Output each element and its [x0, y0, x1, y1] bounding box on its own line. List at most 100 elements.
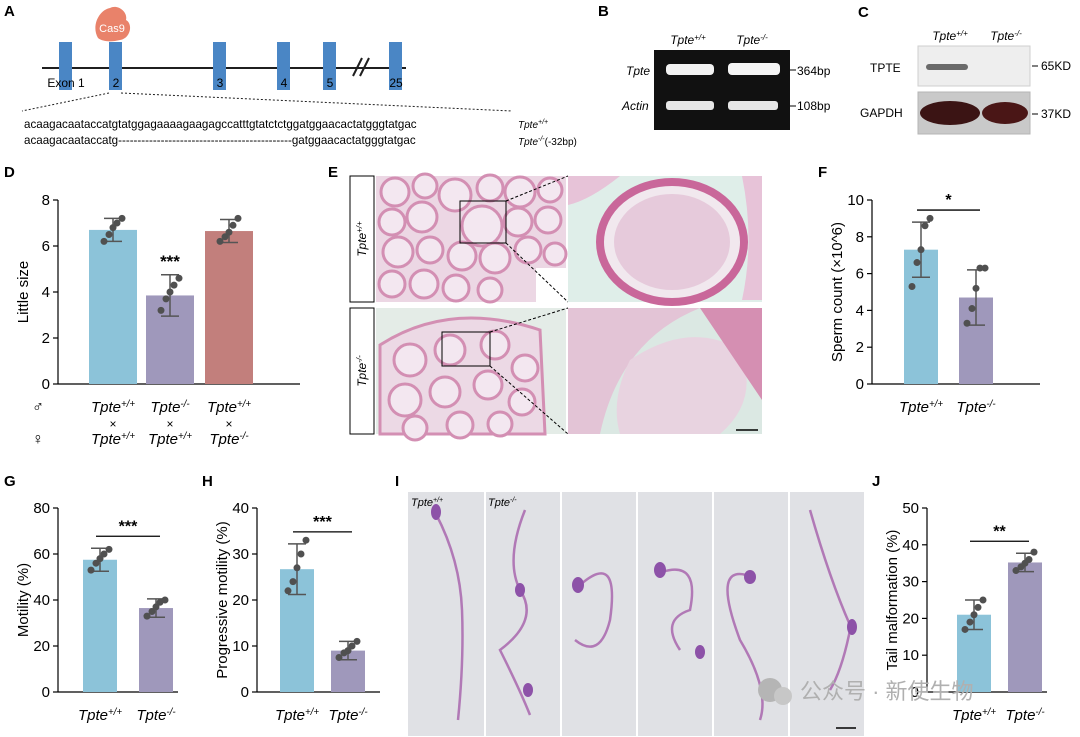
watermark: 公众号 · 新使生物: [758, 678, 974, 705]
data-point: [926, 214, 934, 222]
data-point: [972, 284, 980, 292]
data-point: [100, 550, 108, 558]
data-point: [976, 264, 984, 272]
y-tick-label: 40: [33, 592, 50, 609]
x-tick-label: Tpte-/-: [1005, 707, 1045, 724]
significance-label: *: [945, 192, 952, 209]
y-tick-label: 6: [856, 266, 864, 283]
wb-row-tpte: TPTE: [870, 61, 901, 75]
y-tick-label: 30: [232, 546, 249, 563]
y-axis-label: Progressive motility (%): [214, 521, 231, 679]
gel-image: [654, 50, 790, 130]
x-tick-label: Tpte+/+: [899, 399, 943, 416]
panel-e: E Tpte+/+ Tpte-/-: [328, 164, 762, 442]
watermark-text: 公众号 · 新使生物: [800, 679, 974, 704]
break-mark-2: [359, 57, 370, 77]
gel-band-tpte-ko: [728, 63, 780, 75]
y-tick-label: 0: [241, 684, 249, 701]
x-tick-label-dam: Tpte+/+: [91, 431, 135, 448]
y-tick-label: 10: [232, 638, 249, 655]
data-point: [216, 237, 224, 245]
significance-label: ***: [160, 252, 180, 271]
he-row-label-box-ko: [349, 307, 375, 435]
bar: [89, 229, 137, 384]
sperm-tile-4: [638, 492, 712, 736]
bar: [205, 231, 253, 384]
panel-f-label: F: [818, 164, 827, 181]
sequence-ko: acaagacaataccatg------------------------…: [24, 134, 416, 147]
data-point: [175, 274, 183, 282]
sequence-wt: acaagacaataccatgtatggagaaaagaagagccatttg…: [24, 118, 417, 131]
y-tick-label: 0: [42, 684, 50, 701]
wb-size-37kd: 37KD: [1041, 107, 1071, 121]
data-point: [118, 214, 126, 222]
exon-5-box: [323, 42, 336, 90]
data-point: [100, 237, 108, 245]
data-point: [105, 231, 113, 238]
y-tick-label: 60: [33, 546, 50, 563]
data-point: [963, 319, 971, 327]
he-zoom-box-wt: [459, 200, 507, 244]
x-tick-label-sire: Tpte+/+: [91, 399, 135, 416]
y-tick-label: 10: [847, 192, 864, 209]
data-point: [105, 545, 113, 553]
data-point: [297, 550, 305, 558]
significance-label: **: [993, 523, 1006, 540]
data-point: [970, 611, 978, 619]
he-zoom-line-wt-2: [505, 242, 569, 303]
panel-i: I Tpte+/+ Tpte-/-: [395, 473, 864, 736]
he-image-wt-high: [568, 176, 762, 306]
cross-symbol: ×: [109, 417, 116, 431]
data-point: [92, 559, 100, 567]
data-point: [152, 603, 160, 611]
exon-4-box: [277, 42, 290, 90]
x-tick-label-dam: Tpte+/+: [148, 431, 192, 448]
data-point: [157, 306, 165, 314]
data-point: [162, 295, 170, 303]
exon-label-1: Exon 1: [47, 76, 85, 90]
cas9-label: Cas9: [99, 23, 125, 35]
y-tick-label: 20: [232, 592, 249, 609]
y-tick-label: 40: [902, 537, 919, 554]
zoom-line-right: [120, 92, 513, 112]
data-point: [981, 264, 989, 272]
data-point: [353, 637, 361, 645]
data-point: [170, 281, 178, 289]
exon-label-4: 4: [281, 76, 288, 90]
y-tick-label: 30: [902, 574, 919, 591]
he-row-label-ko: Tpte-/-: [355, 355, 369, 387]
panel-a: A Cas9 Exon 1 2 3 4 5 25 acaagacaataccat…: [4, 3, 577, 148]
data-point: [166, 288, 174, 296]
wb-band-gapdh-wt: [920, 101, 980, 125]
data-point: [109, 224, 117, 232]
gel-row-actin: Actin: [621, 99, 649, 113]
wb-row-gapdh: GAPDH: [860, 106, 903, 120]
male-symbol: ♂: [32, 399, 44, 416]
exon-1-box: [59, 42, 72, 90]
panel-d-label: D: [4, 164, 15, 181]
wechat-icon-bubble: [774, 687, 792, 705]
exon-label-25: 25: [389, 76, 403, 90]
sequence-wt-genotype: Tpte+/+: [518, 119, 548, 131]
data-point: [1030, 548, 1038, 556]
y-tick-label: 40: [232, 500, 249, 517]
he-zoom-line-ko-2: [489, 365, 569, 435]
data-point: [961, 625, 969, 633]
data-point: [348, 642, 356, 650]
data-point: [87, 566, 95, 574]
wb-band-gapdh-ko: [982, 102, 1028, 124]
panel-a-label: A: [4, 3, 15, 20]
y-tick-label: 4: [42, 284, 50, 301]
data-point: [148, 608, 156, 615]
data-point: [913, 259, 921, 267]
panel-c-label: C: [858, 4, 869, 21]
cross-symbol: ×: [225, 417, 232, 431]
he-zoom-line-ko-1: [489, 307, 569, 333]
sperm-label-ko: Tpte-/-: [488, 497, 517, 509]
